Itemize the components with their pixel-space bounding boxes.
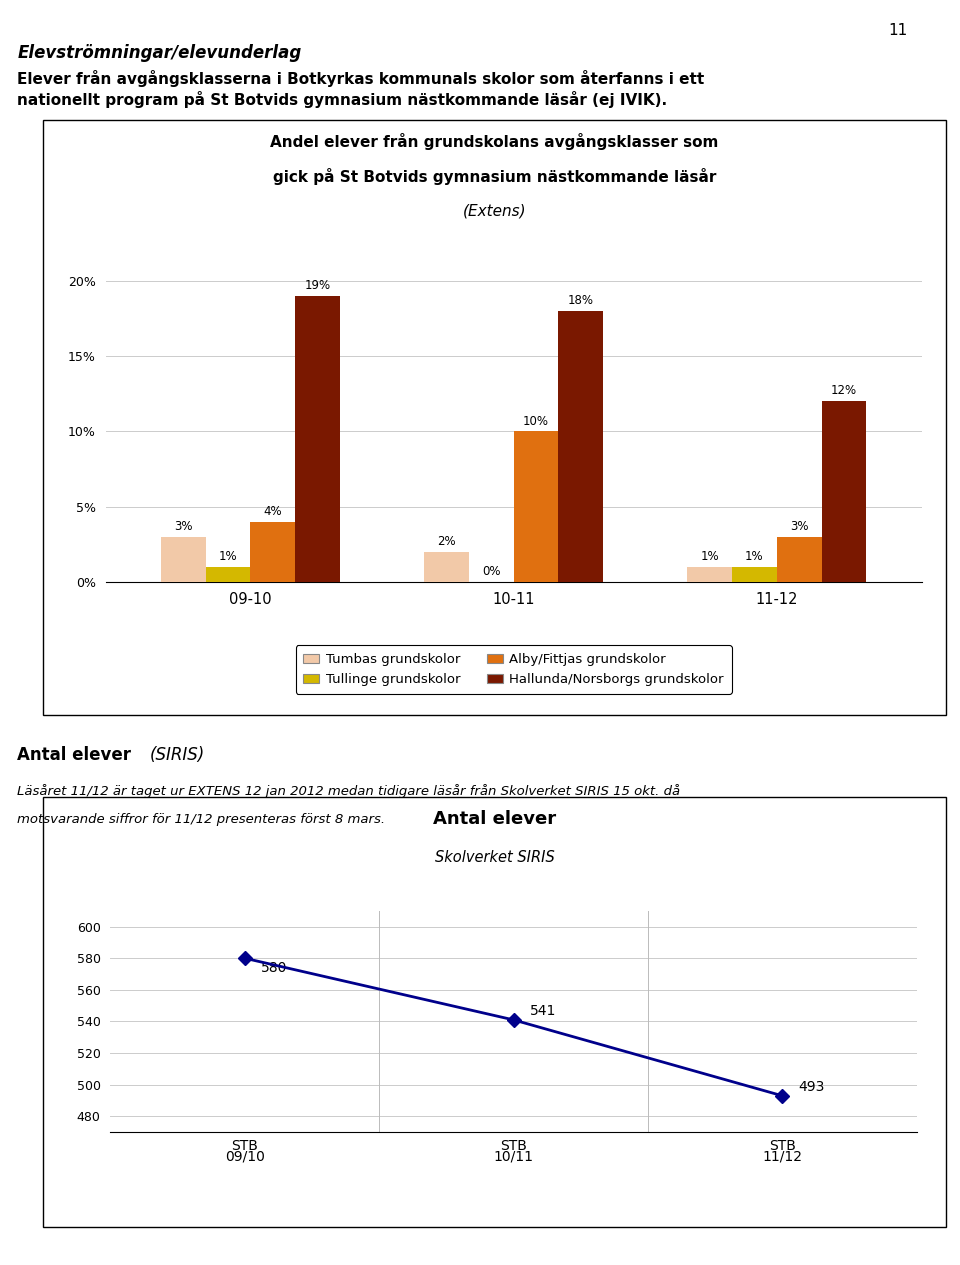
Text: Skolverket SIRIS: Skolverket SIRIS	[435, 850, 554, 865]
Text: STB: STB	[231, 1138, 258, 1152]
Text: 18%: 18%	[567, 293, 593, 307]
Text: Antal elever: Antal elever	[433, 810, 556, 827]
Text: 11/12: 11/12	[762, 1150, 803, 1164]
Text: 1%: 1%	[701, 550, 719, 563]
Text: Läsåret 11/12 är taget ur EXTENS 12 jan 2012 medan tidigare läsår från Skolverke: Läsåret 11/12 är taget ur EXTENS 12 jan …	[17, 784, 681, 798]
Text: Antal elever: Antal elever	[17, 746, 132, 764]
Text: Elevströmningar/elevunderlag: Elevströmningar/elevunderlag	[17, 44, 301, 62]
Text: 19%: 19%	[304, 280, 330, 292]
Bar	[514, 431, 559, 582]
Text: STB: STB	[500, 1138, 527, 1152]
Text: 10%: 10%	[523, 415, 549, 428]
Text: 12%: 12%	[831, 385, 857, 397]
Text: 1%: 1%	[219, 550, 237, 563]
Text: 10/11: 10/11	[493, 1150, 534, 1164]
Text: 0%: 0%	[482, 565, 500, 578]
Text: 2%: 2%	[437, 535, 456, 548]
Bar	[822, 401, 866, 582]
Text: STB: STB	[769, 1138, 796, 1152]
Bar	[777, 536, 822, 582]
Bar	[161, 536, 205, 582]
Text: 541: 541	[530, 1004, 556, 1018]
Bar	[205, 567, 251, 582]
Text: 580: 580	[261, 961, 287, 975]
Text: Andel elever från grundskolans avgångsklasser som: Andel elever från grundskolans avgångskl…	[270, 133, 719, 149]
Bar	[732, 567, 777, 582]
Bar	[295, 296, 340, 582]
Bar	[687, 567, 732, 582]
Bar	[424, 552, 468, 582]
Text: 3%: 3%	[790, 520, 808, 533]
Text: (Extens): (Extens)	[463, 204, 526, 219]
Legend: Tumbas grundskolor, Tullinge grundskolor, Alby/Fittjas grundskolor, Hallunda/Nor: Tumbas grundskolor, Tullinge grundskolor…	[296, 645, 732, 694]
Text: 4%: 4%	[263, 505, 282, 517]
Text: motsvarande siffror för 11/12 presenteras först 8 mars.: motsvarande siffror för 11/12 presentera…	[17, 813, 385, 826]
Text: (SIRIS): (SIRIS)	[150, 746, 205, 764]
Text: 493: 493	[799, 1080, 825, 1094]
Text: 09/10: 09/10	[225, 1150, 265, 1164]
Text: 3%: 3%	[174, 520, 193, 533]
Text: Elever från avgångsklasserna i Botkyrkas kommunals skolor som återfanns i ett: Elever från avgångsklasserna i Botkyrkas…	[17, 70, 705, 86]
Text: 11: 11	[888, 23, 907, 38]
Text: gick på St Botvids gymnasium nästkommande läsår: gick på St Botvids gymnasium nästkommand…	[273, 168, 716, 185]
Text: 1%: 1%	[745, 550, 764, 563]
Bar	[251, 521, 295, 582]
Bar	[559, 311, 603, 582]
Text: nationellt program på St Botvids gymnasium nästkommande läsår (ej IVIK).: nationellt program på St Botvids gymnasi…	[17, 91, 667, 108]
